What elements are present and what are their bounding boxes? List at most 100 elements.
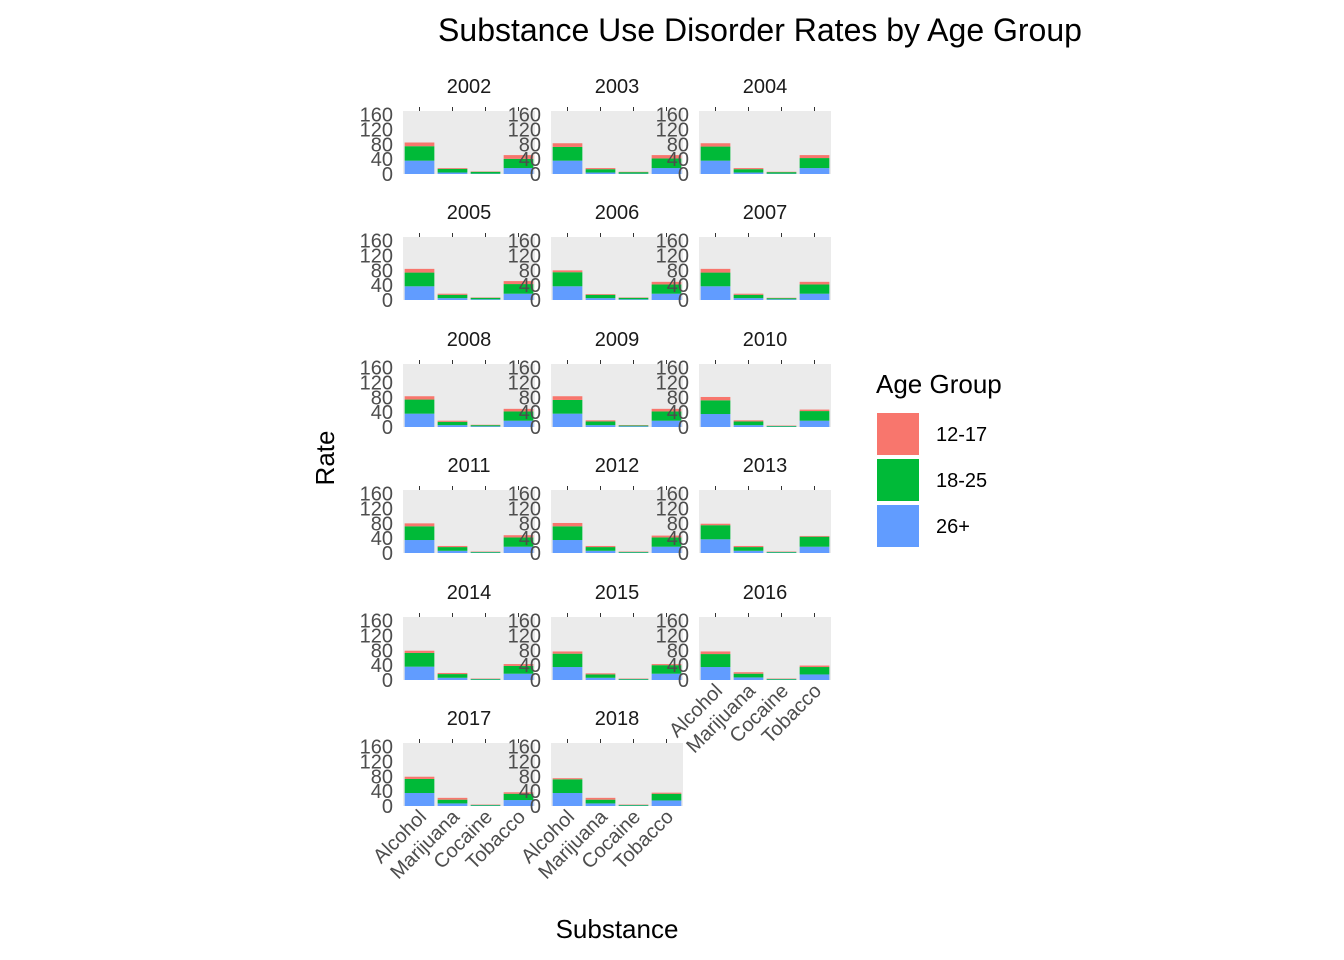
bar-segment-18-25 (766, 425, 797, 427)
bar-segment-12-17 (651, 408, 682, 412)
bar-segment-18-25 (585, 674, 616, 678)
y-tick-label: 80 (519, 134, 541, 156)
y-tick-label: 0 (678, 290, 689, 312)
bar-segment-26plus (437, 298, 468, 300)
bar-segment-26plus (437, 172, 468, 174)
y-tick-label: 80 (371, 513, 393, 535)
y-tick-label: 40 (667, 149, 689, 171)
y-tick-label: 160 (508, 737, 541, 759)
y-tick-label: 160 (360, 611, 393, 633)
y-tick-label: 80 (371, 134, 393, 156)
facet-label: 2008 (447, 329, 492, 351)
y-tick-label: 0 (382, 164, 393, 186)
y-tick-label: 80 (371, 260, 393, 282)
y-tick-label: 80 (519, 766, 541, 788)
y-tick-label: 160 (508, 231, 541, 253)
bar-segment-26plus (585, 550, 616, 553)
bar-segment-18-25 (437, 421, 468, 426)
bar-segment-12-17 (733, 420, 764, 422)
bar-segment-18-25 (799, 284, 830, 294)
bar-segment-12-17 (733, 293, 764, 295)
facet-label: 2002 (447, 76, 492, 98)
y-tick-label: 160 (508, 105, 541, 127)
bar-segment-12-17 (404, 142, 435, 147)
legend-key (877, 413, 919, 455)
y-tick-label: 40 (371, 402, 393, 424)
y-tick-label: 0 (530, 796, 541, 818)
bar-segment-26plus (470, 299, 501, 300)
bar-segment-26plus (552, 667, 583, 680)
x-axis-title: Substance (556, 914, 679, 944)
facet-label: 2013 (743, 455, 788, 477)
bar-segment-26plus (404, 666, 435, 680)
bar-segment-18-25 (799, 411, 830, 421)
bar-segment-12-17 (437, 168, 468, 169)
bar-segment-26plus (651, 546, 682, 553)
y-tick-label: 80 (371, 387, 393, 409)
bar-segment-12-17 (651, 535, 682, 538)
bar-segment-18-25 (651, 411, 682, 421)
bar-segment-12-17 (552, 651, 583, 654)
bar-segment-26plus (552, 793, 583, 806)
bar-segment-26plus (700, 667, 731, 680)
y-tick-label: 0 (678, 164, 689, 186)
bar-segment-26plus (404, 286, 435, 300)
bar-segment-26plus (552, 160, 583, 174)
y-tick-label: 160 (360, 737, 393, 759)
bar-segment-18-25 (651, 793, 682, 801)
bar-segment-18-25 (700, 146, 731, 161)
bar-segment-12-17 (404, 776, 435, 779)
bar-segment-26plus (503, 673, 534, 680)
y-tick-label: 80 (371, 640, 393, 662)
bar-segment-26plus (618, 299, 649, 300)
bar-segment-18-25 (585, 547, 616, 551)
bar-segment-18-25 (618, 804, 649, 806)
y-tick-label: 0 (530, 290, 541, 312)
y-tick-label: 40 (667, 655, 689, 677)
y-tick-label: 80 (371, 766, 393, 788)
bar-segment-12-17 (552, 522, 583, 527)
bar-segment-18-25 (618, 297, 649, 300)
y-tick-label: 120 (508, 499, 541, 521)
y-tick-label: 160 (360, 105, 393, 127)
bar-segment-18-25 (470, 678, 501, 680)
y-tick-label: 120 (508, 246, 541, 268)
y-tick-label: 0 (382, 670, 393, 692)
bar-segment-18-25 (552, 526, 583, 541)
y-tick-label: 40 (371, 275, 393, 297)
bar-segment-12-17 (799, 409, 830, 412)
bar-segment-12-17 (733, 672, 764, 674)
bar-segment-12-17 (700, 143, 731, 147)
facet-panels: 2002040801201602003040801201602004040801… (360, 76, 831, 884)
bar-segment-18-25 (552, 399, 583, 414)
bar-segment-18-25 (766, 551, 797, 553)
bar-segment-12-17 (503, 535, 534, 538)
y-tick-label: 160 (360, 231, 393, 253)
bar-segment-18-25 (585, 799, 616, 804)
bar-segment-12-17 (799, 665, 830, 668)
bar-segment-12-17 (700, 396, 731, 401)
bar-segment-26plus (651, 293, 682, 300)
bar-segment-12-17 (651, 155, 682, 159)
facet-label: 2005 (447, 202, 492, 224)
facet-2017: 201704080120160AlcoholMarijuanaCocaineTo… (360, 708, 535, 884)
bar-segment-26plus (585, 677, 616, 680)
bar-segment-12-17 (404, 396, 435, 400)
facet-label: 2009 (595, 329, 640, 351)
bar-segment-12-17 (799, 281, 830, 285)
bar-segment-18-25 (404, 652, 435, 667)
bar-segment-12-17 (700, 651, 731, 655)
bar-segment-26plus (585, 298, 616, 300)
bar-segment-12-17 (585, 420, 616, 422)
facet-label: 2010 (743, 329, 788, 351)
bar-segment-12-17 (503, 408, 534, 412)
y-tick-label: 40 (519, 149, 541, 171)
y-tick-label: 120 (656, 499, 689, 521)
bar-segment-26plus (766, 299, 797, 300)
bar-segment-26plus (700, 286, 731, 300)
y-tick-label: 0 (678, 670, 689, 692)
